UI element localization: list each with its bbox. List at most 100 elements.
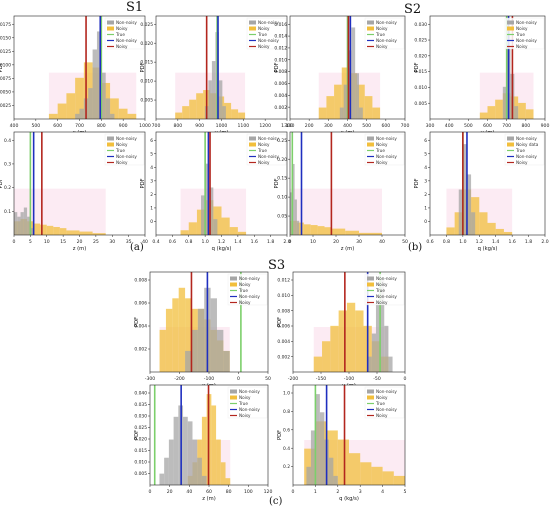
hist-bar-noisy bbox=[355, 310, 364, 372]
legend-label: Noisy bbox=[258, 44, 270, 49]
legend-label: True bbox=[375, 148, 385, 153]
y-tick-label: 0.015 bbox=[134, 448, 147, 454]
y-tick-label: 0.05 bbox=[277, 214, 287, 220]
hist-bar-nonnoisy bbox=[462, 144, 467, 235]
x-tick-label: 15 bbox=[60, 239, 66, 245]
legend-label: Noisy bbox=[376, 26, 388, 31]
hist-bar-nonnoisy bbox=[105, 98, 111, 119]
hist-bar-nonnoisy bbox=[315, 394, 320, 485]
subplot-s3q: 0 1 2 3 4 5 0.2 0.4 0.6 0.8 1.0 q (kg/s) PDF Non-nois… bbox=[277, 384, 407, 502]
hist-bar-nonnoisy bbox=[92, 49, 97, 119]
legend-label: True bbox=[515, 32, 525, 37]
x-tick-label: 0 bbox=[289, 239, 292, 245]
legend-swatch bbox=[507, 136, 514, 141]
x-tick-label: -50 bbox=[373, 376, 381, 382]
y-tick-label: 0.004 bbox=[277, 339, 290, 345]
legend-swatch bbox=[367, 395, 374, 400]
x-tick-label: 1.0 bbox=[201, 239, 208, 245]
legend-label: Noisy bbox=[258, 26, 270, 31]
legend-label: Non-noisy bbox=[239, 389, 260, 394]
y-tick-label: 0.006 bbox=[277, 324, 290, 330]
legend-label: Noisy bbox=[376, 160, 388, 165]
x-tick-label: 10 bbox=[310, 239, 316, 245]
y-tick-label: 0.0125 bbox=[0, 49, 11, 55]
hist-bar-noisy bbox=[382, 471, 394, 485]
hist-bar-noisy bbox=[310, 225, 318, 235]
hist-bar-nonnoisy bbox=[319, 412, 325, 485]
y-tick-label: 0.0150 bbox=[0, 35, 11, 41]
y-tick-label: 0 bbox=[424, 219, 427, 225]
hist-bar-nonnoisy bbox=[183, 416, 188, 485]
hist-bar-noisy bbox=[303, 224, 311, 235]
hist-bar-noisy bbox=[345, 230, 359, 235]
x-tick-label: 1.6 bbox=[508, 239, 515, 245]
x-tick-label: 2.0 bbox=[541, 239, 548, 245]
y-tick-label: 0.4 bbox=[283, 446, 290, 452]
hist-bar-noisy bbox=[172, 298, 179, 372]
y-axis-label: PDF bbox=[274, 62, 280, 72]
hist-bar-noisy bbox=[313, 356, 323, 372]
y-tick-label: 0.2 bbox=[4, 185, 11, 191]
plot-content bbox=[48, 16, 137, 119]
y-tick-label: 0.15 bbox=[277, 176, 287, 182]
hist-bar-noisy bbox=[75, 77, 84, 119]
hist-bar-nonnoisy bbox=[164, 457, 169, 485]
legend-label: Non-noisy bbox=[258, 136, 279, 141]
legend-swatch bbox=[507, 142, 514, 147]
hist-bar-nonnoisy bbox=[201, 195, 206, 235]
x-tick-label: 1.0 bbox=[459, 239, 466, 245]
x-tick-label: 1200 bbox=[259, 123, 271, 129]
subplot-s2q: 0.6 0.8 1.0 1.2 1.4 1.6 1.8 2.0 0 1 2 3 4 5 6 q (kg/s) P… bbox=[414, 131, 549, 252]
x-tick-label: 1000 bbox=[216, 123, 228, 129]
x-tick-label: 1.8 bbox=[525, 239, 532, 245]
hist-bar-nonnoisy bbox=[168, 439, 174, 485]
y-tick-label: 0.002 bbox=[277, 354, 290, 360]
legend-label: Non-noisy bbox=[258, 20, 279, 25]
hist-bar-noisy bbox=[495, 99, 503, 119]
y-tick-label: 0.010 bbox=[134, 460, 147, 466]
x-tick-label: 400 bbox=[445, 123, 454, 129]
sublabel-a: (a) bbox=[130, 242, 144, 253]
hist-bar-nonnoisy bbox=[458, 189, 463, 235]
plot-frame bbox=[292, 384, 406, 486]
y-tick-label: 0.025 bbox=[134, 425, 147, 431]
plot-content bbox=[153, 385, 231, 485]
x-tick-label: 0.6 bbox=[169, 239, 176, 245]
legend-label: Non-noisy bbox=[376, 136, 397, 141]
y-tick-label: 0.0025 bbox=[0, 103, 11, 109]
plot-content bbox=[159, 272, 242, 372]
hist-bar-noisy bbox=[229, 227, 238, 235]
x-tick-label: -200 bbox=[288, 376, 299, 382]
x-tick-label: 3 bbox=[359, 489, 362, 495]
legend-swatch bbox=[367, 20, 374, 25]
hist-bar-noisy bbox=[334, 84, 342, 119]
hist-bar-noisy bbox=[224, 102, 232, 119]
hist-bar-noisy bbox=[33, 223, 41, 235]
hist-bar-noisy bbox=[330, 325, 339, 372]
hist-bar-noisy bbox=[225, 478, 231, 485]
legend-label: Non-noisy bbox=[239, 276, 260, 281]
x-tick-label: 5 bbox=[404, 489, 407, 495]
plot-content bbox=[290, 132, 382, 235]
legend-swatch bbox=[107, 26, 114, 31]
legend-label: Non-noisy bbox=[376, 38, 397, 43]
legend-swatch bbox=[249, 142, 256, 147]
legend-swatch bbox=[367, 282, 374, 287]
hist-bar-noisy bbox=[216, 439, 221, 485]
hist-bar-noisy bbox=[317, 226, 325, 235]
y-tick-label: 0.005 bbox=[414, 101, 427, 107]
y-tick-label: 0.1 bbox=[4, 209, 11, 215]
legend-label: True bbox=[238, 288, 248, 293]
subplot-s1x: 400 500 600 700 800 900 1000 0.0025 0.0050 0.0075… bbox=[0, 15, 151, 136]
hist-bar-noisy bbox=[326, 96, 335, 119]
legend-label: Noisy bbox=[376, 300, 388, 305]
y-tick-label: 0.006 bbox=[274, 81, 287, 87]
subplot-s3y: -200 -150 -100 -50 0 0.002 0.004 0.006 0.008 0.01… bbox=[277, 271, 407, 389]
legend-label: Noisy bbox=[239, 395, 251, 400]
x-axis-label: q (kg/s) bbox=[212, 246, 232, 252]
y-axis-label: PDF bbox=[0, 62, 4, 72]
legend-label: Non-noisy bbox=[239, 407, 260, 412]
hist-bar-noisy bbox=[182, 106, 190, 119]
